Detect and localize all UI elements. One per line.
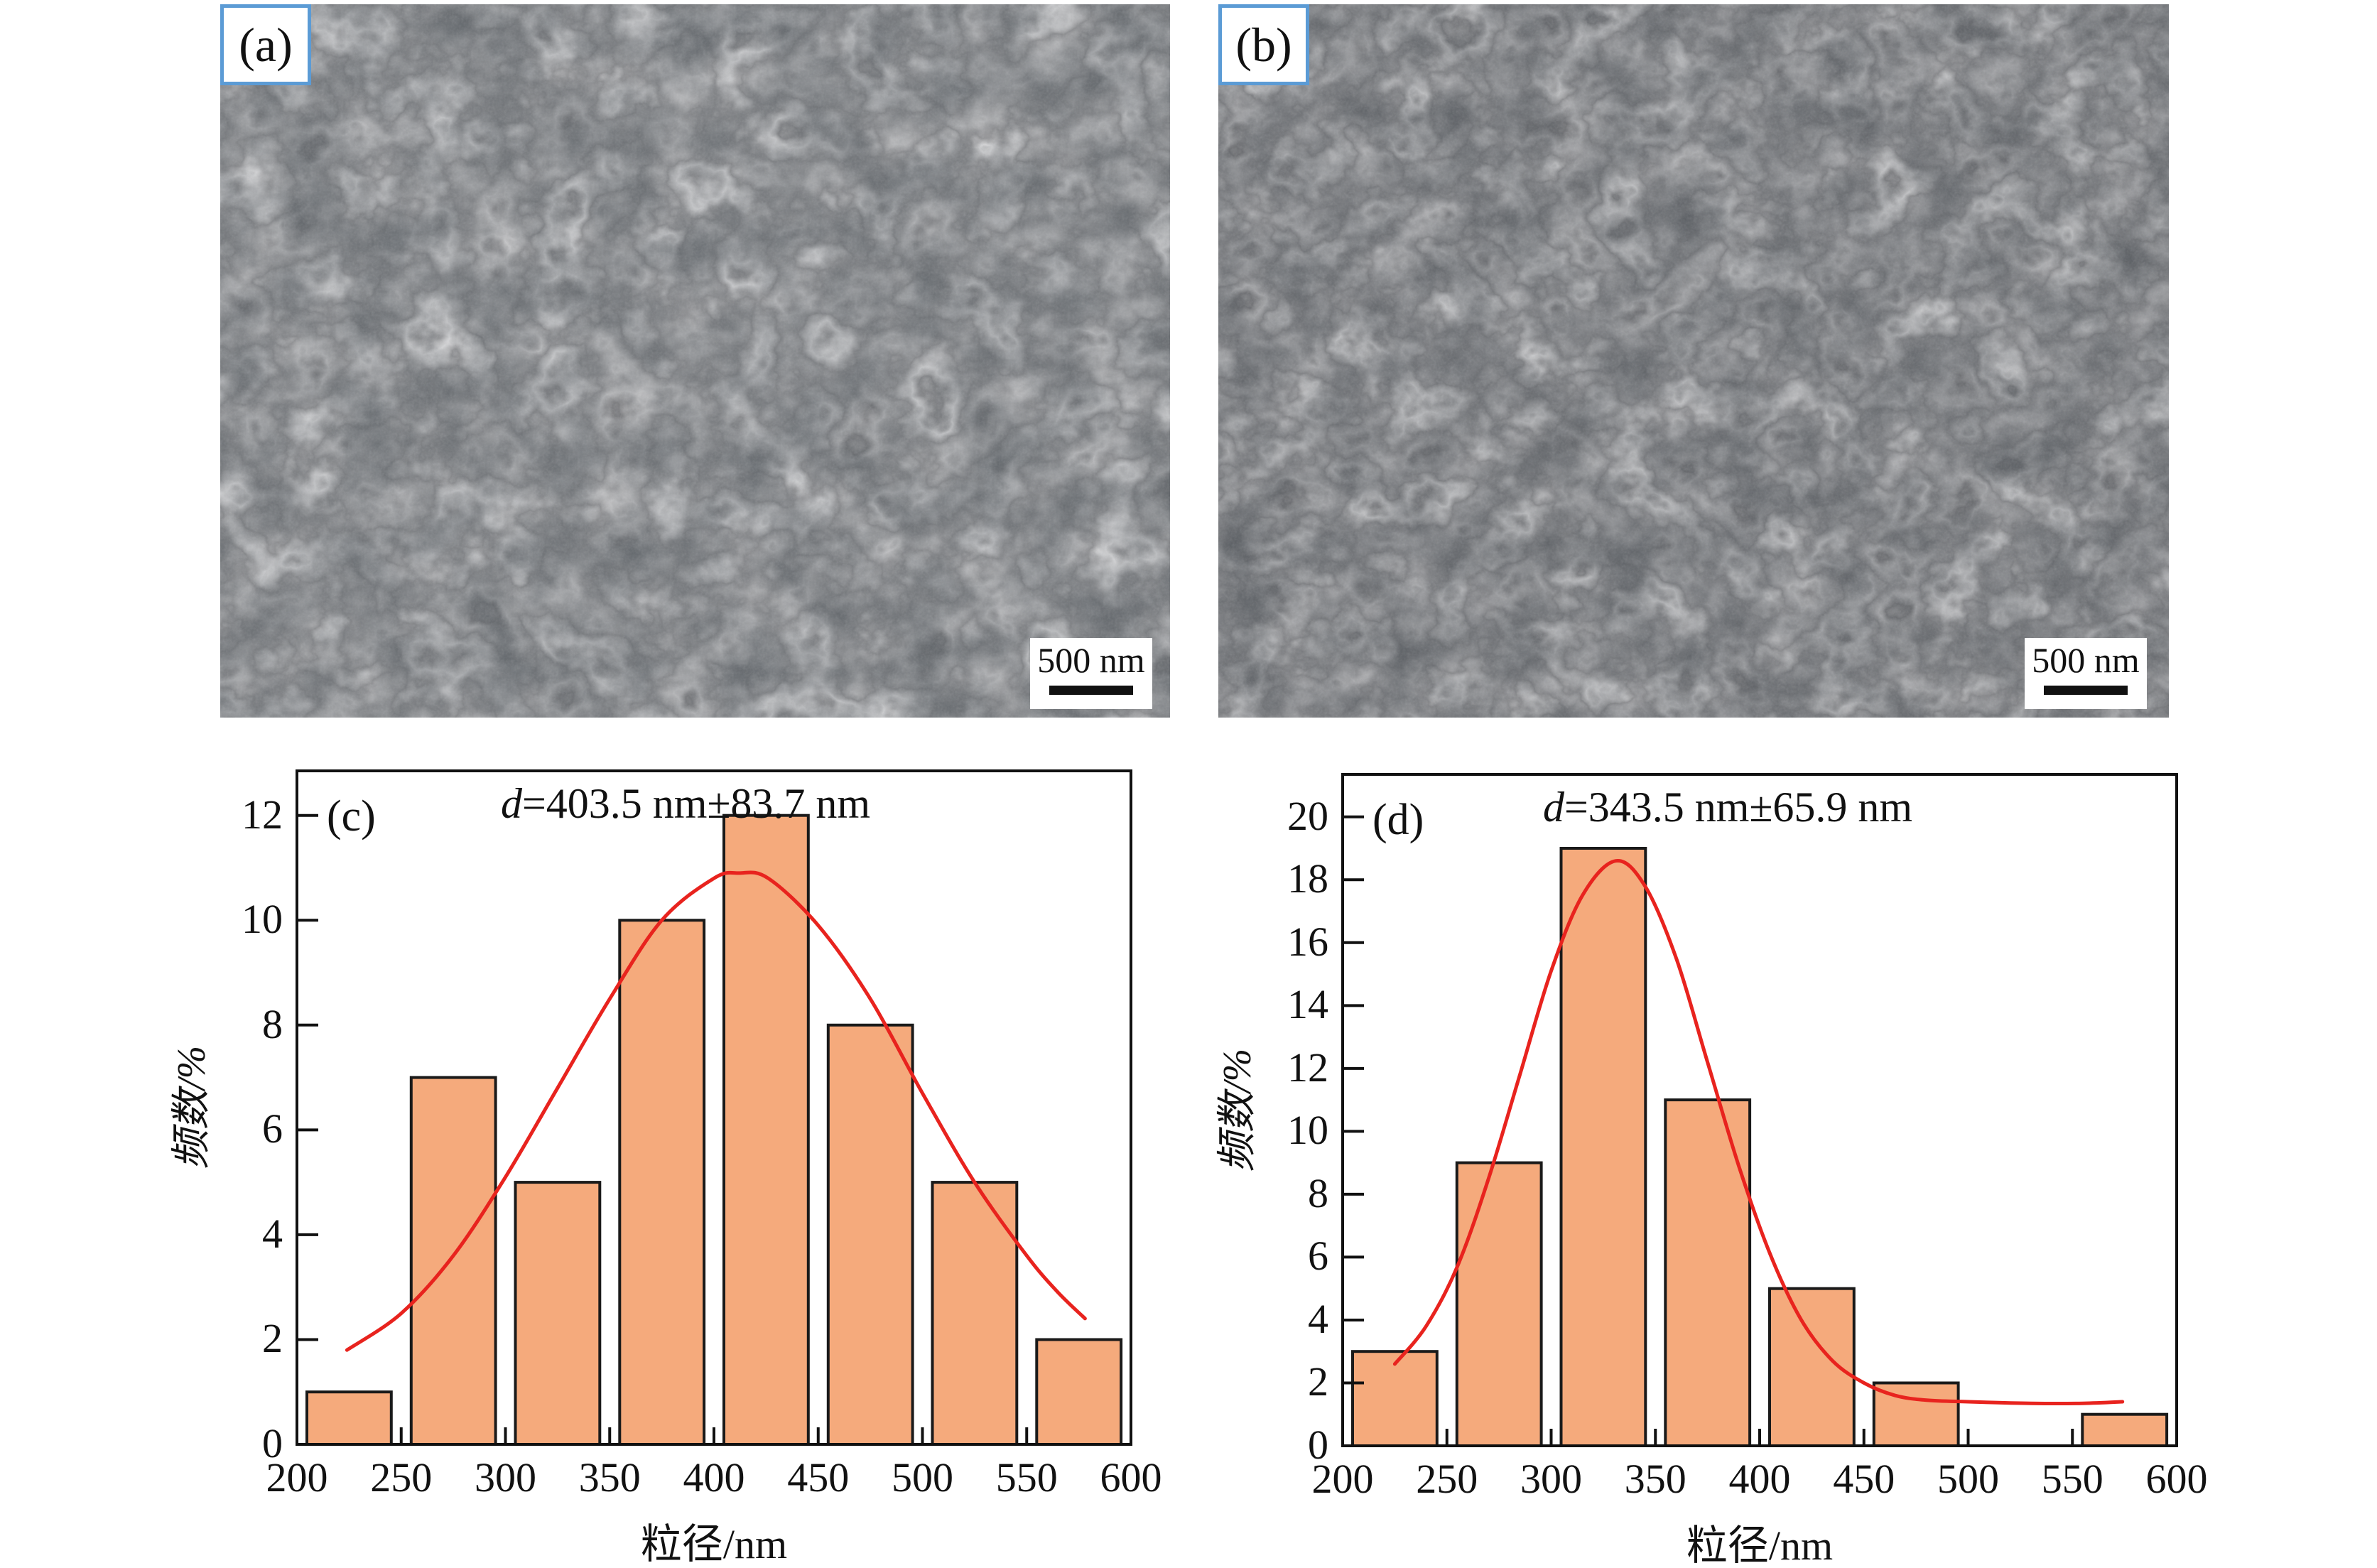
y-tick-label-c-2: 2 [262, 1315, 283, 1362]
x-tick-label-c-250: 250 [370, 1454, 433, 1501]
histogram-d-bar-200-250 [1351, 1350, 1439, 1448]
histogram-c-bar-500-550 [931, 1181, 1019, 1446]
histogram-c-bar-250-300 [409, 1076, 497, 1447]
histogram-c-bar-550-600 [1035, 1338, 1123, 1446]
y-tick-label-d-0: 0 [1308, 1422, 1328, 1468]
sem-image-b: (b) 500 nm [1218, 4, 2169, 718]
y-tick-label-c-10: 10 [242, 896, 283, 943]
histogram-d-bar-250-300 [1455, 1161, 1543, 1447]
x-tick-label-d-550: 550 [2041, 1456, 2103, 1502]
y-tick-label-d-2: 2 [1308, 1358, 1328, 1405]
chart-title-value-c: =403.5 nm±83.7 nm [521, 780, 871, 827]
x-tick-label-c-350: 350 [578, 1454, 641, 1501]
histogram-c-bar-400-450 [722, 813, 810, 1446]
x-tick-label-c-400: 400 [683, 1454, 745, 1501]
y-tick-label-d-16: 16 [1287, 918, 1328, 965]
chart-title-value-d: =343.5 nm±65.9 nm [1564, 784, 1913, 831]
fit-curve-d [1392, 859, 2125, 1405]
y-tick-label-d-20: 20 [1287, 792, 1328, 839]
panel-b-scalebar-box: 500 nm [2025, 638, 2147, 709]
fit-curve-c [345, 870, 1087, 1352]
x-axis-label-d: 粒径/nm [1686, 1523, 1834, 1568]
y-axis-label-d: 频数/% [1215, 1048, 1260, 1172]
x-tick-label-d-200: 200 [1311, 1456, 1374, 1502]
x-tick-label-d-300: 300 [1520, 1456, 1582, 1502]
panel-a-scalebar-line [1049, 686, 1133, 695]
histogram-d-plot [1341, 773, 2178, 1448]
y-tick-label-d-14: 14 [1287, 981, 1328, 1028]
y-tick-label-c-6: 6 [262, 1105, 283, 1152]
sem-a-grain [220, 4, 1170, 718]
panel-a-label-box: (a) [220, 4, 311, 85]
histogram-c-plot [296, 769, 1132, 1447]
x-tick-label-c-200: 200 [266, 1454, 328, 1501]
x-tick-label-d-250: 250 [1416, 1456, 1478, 1502]
panel-b-label: (b) [1235, 18, 1292, 72]
y-tick-label-c-4: 4 [262, 1210, 283, 1257]
y-tick-label-d-18: 18 [1287, 855, 1328, 902]
panel-b-label-box: (b) [1218, 4, 1309, 85]
panel-a-scalebar-box: 500 nm [1030, 638, 1152, 709]
histogram-c-bar-300-350 [514, 1181, 602, 1446]
y-tick-label-d-6: 6 [1308, 1233, 1328, 1280]
histogram-c-bar-350-400 [618, 919, 706, 1447]
y-tick-label-c-12: 12 [242, 791, 283, 838]
histogram-d-bar-350-400 [1664, 1098, 1752, 1447]
x-tick-label-d-600: 600 [2145, 1456, 2208, 1502]
y-tick-label-d-12: 12 [1287, 1044, 1328, 1091]
panel-letter-d: (d) [1372, 796, 1424, 844]
plot-frame-d [1341, 773, 2178, 1447]
histogram-d-bar-550-600 [2081, 1412, 2169, 1448]
chart-title-d: d=343.5 nm±65.9 nm [1543, 786, 1912, 828]
panel-b-scalebar-line [2044, 686, 2128, 695]
y-tick-label-c-8: 8 [262, 1000, 283, 1047]
histogram-d-bar-300-350 [1559, 847, 1647, 1447]
panel-a-label: (a) [239, 18, 293, 72]
y-tick-label-d-10: 10 [1287, 1107, 1328, 1154]
x-axis-label-c: 粒径/nm [640, 1521, 788, 1567]
x-tick-label-c-450: 450 [787, 1454, 850, 1501]
plot-frame-c [296, 769, 1132, 1446]
chart-title-d-symbol-c: d [500, 780, 522, 827]
chart-title-c: d=403.5 nm±83.7 nm [501, 782, 870, 825]
y-tick-label-d-4: 4 [1308, 1295, 1328, 1342]
x-tick-label-c-600: 600 [1100, 1454, 1162, 1501]
x-tick-label-d-400: 400 [1728, 1456, 1791, 1502]
x-tick-label-d-450: 450 [1833, 1456, 1895, 1502]
sem-image-a: (a) 500 nm [220, 4, 1170, 718]
histogram-c-bar-200-250 [305, 1390, 393, 1447]
x-tick-label-c-500: 500 [892, 1454, 953, 1501]
sem-b-grain [1218, 4, 2169, 718]
panel-letter-c: (c) [327, 792, 376, 840]
histogram-c-bar-450-500 [826, 1023, 914, 1446]
panel-a-scalebar-text: 500 nm [1037, 640, 1145, 680]
chart-title-d-symbol-d: d [1542, 784, 1564, 831]
y-tick-label-d-8: 8 [1308, 1169, 1328, 1216]
sem-micrograph-b-texture [1218, 4, 2169, 718]
y-axis-label-c: 频数/% [170, 1045, 214, 1170]
x-tick-label-d-500: 500 [1937, 1456, 1999, 1502]
x-tick-label-c-300: 300 [475, 1454, 536, 1501]
x-tick-label-c-550: 550 [995, 1454, 1058, 1501]
panel-b-scalebar-text: 500 nm [2032, 640, 2140, 680]
y-tick-label-c-0: 0 [262, 1420, 283, 1466]
x-tick-label-d-350: 350 [1624, 1456, 1686, 1502]
sem-micrograph-a-texture [220, 4, 1170, 718]
